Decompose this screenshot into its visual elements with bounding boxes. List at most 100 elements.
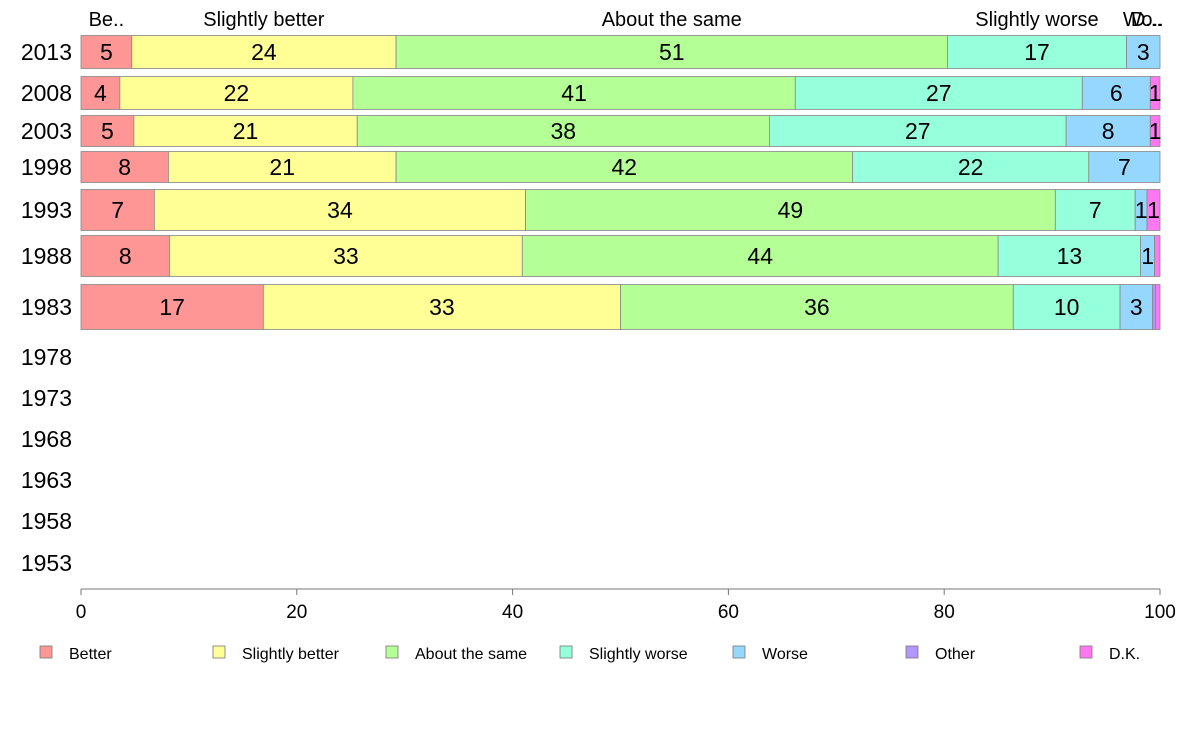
bar-2008-d-k- — [1149, 76, 1161, 110]
bar-1998-slightly-worse — [852, 151, 1090, 183]
y-tick-label-1958: 1958 — [21, 508, 72, 534]
y-tick-label-1963: 1963 — [21, 467, 72, 493]
bar-1983-better — [80, 284, 264, 330]
x-tick-label-20: 20 — [286, 602, 307, 623]
legend-label-other: Other — [935, 646, 976, 663]
legend-swatch-slightly-better — [212, 645, 226, 659]
top-label-0: Be.. — [89, 9, 125, 31]
data-label-1998-2: 42 — [611, 154, 637, 180]
bar-2003-better — [80, 115, 135, 147]
data-label-1983-3: 10 — [1054, 294, 1080, 320]
legend-label-slightly-worse: Slightly worse — [589, 646, 688, 663]
data-label-2003-0: 5 — [101, 118, 114, 144]
bar-1998-better — [80, 151, 169, 183]
y-tick-label-1973: 1973 — [21, 385, 72, 411]
data-label-2008-0: 4 — [94, 80, 107, 106]
y-tick-label-1968: 1968 — [21, 426, 72, 452]
bar-2013-slightly-worse — [947, 35, 1127, 69]
data-label-2003-2: 38 — [551, 118, 577, 144]
data-label-1983-1: 33 — [429, 294, 455, 320]
data-label-2008-1: 22 — [224, 80, 250, 106]
y-tick-label-1998: 1998 — [21, 154, 72, 180]
bar-2013-worse — [1126, 35, 1161, 69]
data-label-2013-2: 51 — [659, 39, 685, 65]
data-label-1998-1: 21 — [269, 154, 295, 180]
data-label-2008-2: 41 — [561, 80, 587, 106]
x-tick-label-80: 80 — [934, 602, 955, 623]
bar-1998-worse — [1088, 151, 1161, 183]
data-label-2013-0: 5 — [100, 39, 113, 65]
data-label-2008-3: 27 — [926, 80, 952, 106]
bar-1993-d-k- — [1146, 189, 1161, 231]
data-label-2008-6: 1 — [1149, 80, 1162, 106]
bar-1983-slightly-worse — [1012, 284, 1121, 330]
data-label-1993-4: 1 — [1135, 197, 1148, 223]
legend-label-better: Better — [69, 646, 112, 663]
bar-1983-slightly-better — [262, 284, 621, 330]
top-label-3: Slightly worse — [975, 9, 1098, 31]
bar-1983-d-k- — [1155, 284, 1161, 330]
bar-2013-slightly-better — [131, 35, 397, 69]
legend-label-d-k-: D.K. — [1109, 646, 1140, 663]
data-label-1988-3: 13 — [1057, 243, 1083, 269]
bar-1988-about-the-same — [521, 235, 999, 277]
x-tick-label-100: 100 — [1144, 602, 1176, 623]
data-label-1983-0: 17 — [159, 294, 185, 320]
data-label-2003-6: 1 — [1149, 118, 1162, 144]
data-label-2013-1: 24 — [251, 39, 277, 65]
data-label-1988-1: 33 — [333, 243, 359, 269]
bar-1983-other — [1152, 284, 1157, 330]
data-label-1983-2: 36 — [804, 294, 830, 320]
legend-label-slightly-better: Slightly better — [242, 646, 340, 663]
bar-2003-slightly-worse — [769, 115, 1067, 147]
bar-2003-slightly-better — [133, 115, 358, 147]
bar-1993-about-the-same — [525, 189, 1056, 231]
bar-2003-about-the-same — [356, 115, 770, 147]
bar-1988-d-k- — [1154, 235, 1161, 277]
top-label-5: D... — [1131, 9, 1162, 31]
bar-1988-slightly-better — [169, 235, 523, 277]
data-label-1993-2: 49 — [778, 197, 804, 223]
bar-1993-slightly-better — [153, 189, 526, 231]
bar-2003-worse — [1065, 115, 1151, 147]
y-tick-label-1993: 1993 — [21, 197, 72, 223]
data-label-1998-0: 8 — [118, 154, 131, 180]
top-label-1: Slightly better — [203, 9, 325, 31]
bar-1983-about-the-same — [620, 284, 1014, 330]
data-label-1988-0: 8 — [119, 243, 132, 269]
data-label-2003-4: 8 — [1102, 118, 1115, 144]
data-label-2013-4: 3 — [1137, 39, 1150, 65]
data-label-1998-4: 7 — [1118, 154, 1131, 180]
data-label-1993-3: 7 — [1089, 197, 1102, 223]
bar-2008-about-the-same — [352, 76, 796, 110]
data-label-1993-0: 7 — [111, 197, 124, 223]
bar-2003-d-k- — [1149, 115, 1161, 147]
x-tick-label-0: 0 — [76, 602, 87, 623]
legend-label-worse: Worse — [762, 646, 808, 663]
data-label-1993-1: 34 — [327, 197, 353, 223]
data-label-2003-1: 21 — [233, 118, 259, 144]
bar-2013-better — [80, 35, 133, 69]
legend-swatch-other — [905, 645, 919, 659]
legend-swatch-better — [39, 645, 53, 659]
data-label-1983-4: 3 — [1130, 294, 1143, 320]
data-label-1988-4: 1 — [1141, 243, 1154, 269]
bar-2008-slightly-better — [119, 76, 354, 110]
y-tick-label-1988: 1988 — [21, 243, 72, 269]
bar-2008-slightly-worse — [794, 76, 1083, 110]
legend-swatch-about-the-same — [385, 645, 399, 659]
bar-1988-slightly-worse — [997, 235, 1141, 277]
bar-2013-about-the-same — [395, 35, 948, 69]
data-label-1988-2: 44 — [747, 243, 773, 269]
bar-1983-worse — [1119, 284, 1153, 330]
y-tick-label-2013: 2013 — [21, 39, 72, 65]
bar-2008-better — [80, 76, 121, 110]
bar-1998-slightly-better — [167, 151, 397, 183]
bar-1988-better — [80, 235, 170, 277]
data-label-2013-3: 17 — [1024, 39, 1050, 65]
legend-swatch-worse — [732, 645, 746, 659]
data-label-1993-6: 1 — [1147, 197, 1160, 223]
bar-1993-slightly-worse — [1054, 189, 1136, 231]
data-label-1998-3: 22 — [958, 154, 984, 180]
y-tick-label-1978: 1978 — [21, 344, 72, 370]
